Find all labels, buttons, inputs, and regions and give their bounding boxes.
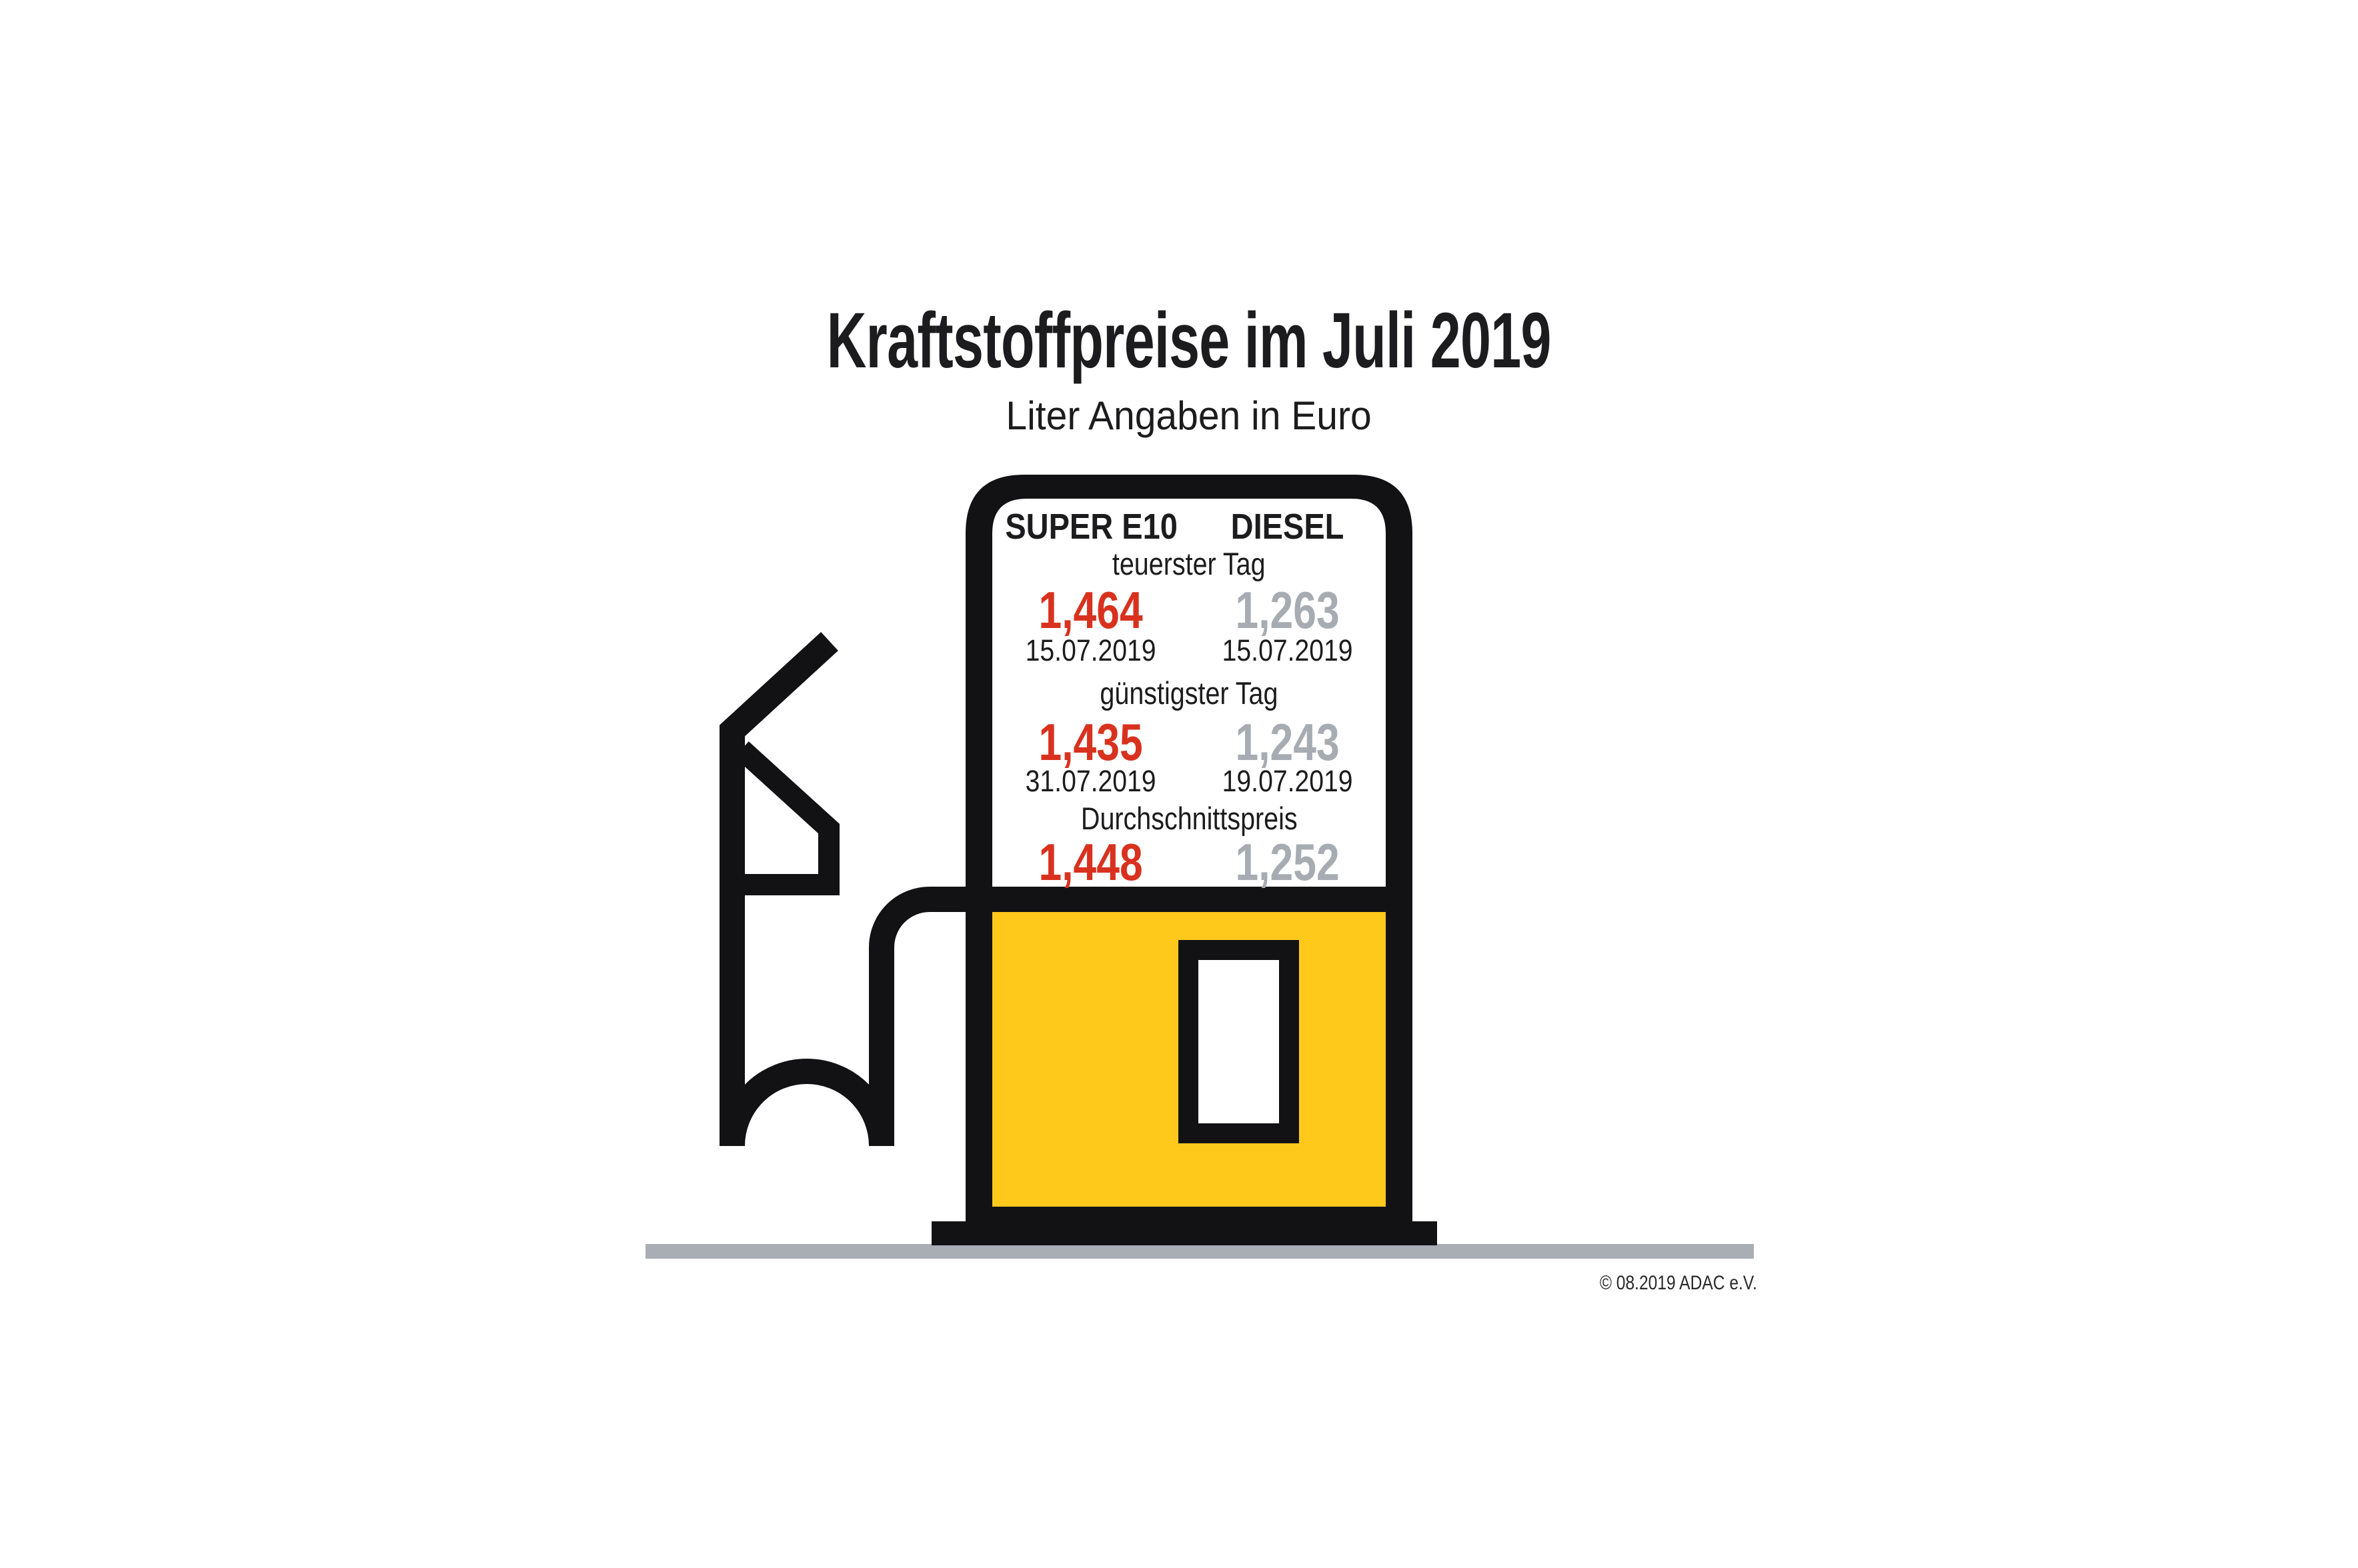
page-title: Kraftstoffpreise im Juli 2019	[826, 297, 1552, 385]
date-diesel-min: 19.07.2019	[1222, 764, 1353, 798]
price-diesel-min: 1,243	[1235, 713, 1340, 771]
copyright-note: © 08.2019 ADAC e.V.	[1599, 1272, 1757, 1294]
nozzle-handle	[733, 741, 840, 895]
section-label-most-expensive-day: teuerster Tag	[1112, 546, 1266, 581]
price-row-most-expensive: 1,464 1,263	[992, 584, 1386, 636]
fuel-type-header-row: SUPER E10 DIESEL	[992, 509, 1386, 545]
section-label-cheapest-day: günstigster Tag	[1100, 675, 1278, 711]
price-super-e10-avg: 1,448	[1038, 833, 1143, 891]
pump-base	[932, 1221, 1437, 1245]
price-diesel-max: 1,263	[1235, 581, 1340, 639]
date-super-e10-max: 15.07.2019	[1025, 633, 1156, 667]
price-super-e10-min: 1,435	[1038, 713, 1143, 771]
price-diesel-avg: 1,252	[1235, 833, 1340, 891]
fuel-header-super-e10: SUPER E10	[1005, 507, 1178, 547]
pump-hose	[720, 632, 980, 1147]
pump-screen	[992, 499, 1386, 887]
price-row-average: 1,448 1,252	[992, 836, 1386, 888]
price-row-cheapest: 1,435 1,243	[992, 716, 1386, 768]
fuel-header-diesel: DIESEL	[1230, 507, 1344, 547]
pump-price-readout: SUPER E10 DIESEL teuerster Tag 1,464 1,2…	[992, 499, 1386, 888]
ground-line	[646, 1244, 1754, 1259]
date-diesel-max: 15.07.2019	[1222, 633, 1353, 667]
page-subtitle: Liter Angaben in Euro	[1006, 393, 1372, 438]
date-super-e10-min: 31.07.2019	[1025, 764, 1156, 798]
price-super-e10-max: 1,464	[1038, 581, 1143, 639]
fuel-door-window	[1198, 960, 1279, 1123]
section-label-average-price: Durchschnittspreis	[1080, 801, 1298, 836]
date-row-cheapest: 31.07.2019 19.07.2019	[992, 766, 1386, 796]
date-row-most-expensive: 15.07.2019 15.07.2019	[992, 635, 1386, 665]
